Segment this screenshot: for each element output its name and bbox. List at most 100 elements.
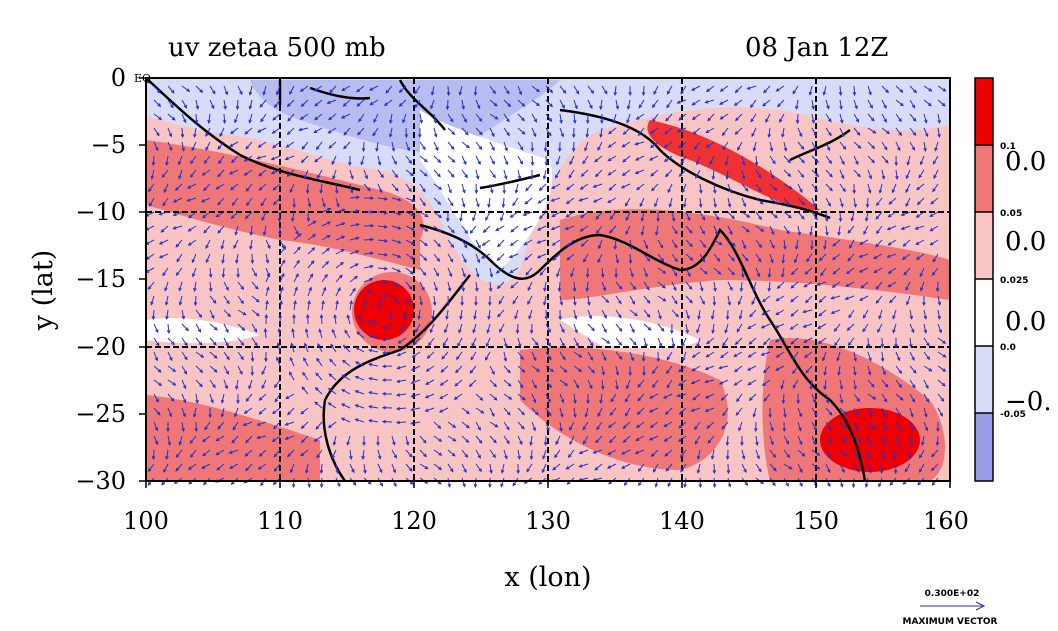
wind-vector-head bbox=[579, 214, 584, 219]
wind-vector-head bbox=[148, 188, 152, 193]
wind-vector bbox=[587, 379, 593, 389]
wind-vector-head bbox=[451, 452, 456, 457]
wind-vector bbox=[601, 85, 608, 94]
wind-vector bbox=[738, 421, 743, 431]
wind-vector bbox=[643, 309, 651, 318]
wind-vector bbox=[223, 85, 228, 95]
wind-vector-head bbox=[352, 287, 356, 292]
wind-vector bbox=[551, 183, 561, 189]
wind-vector-head bbox=[301, 386, 306, 391]
wind-vector-head bbox=[507, 369, 511, 374]
wind-vector bbox=[384, 323, 393, 330]
wind-vector-head bbox=[195, 399, 199, 404]
wind-vector bbox=[217, 169, 225, 177]
wind-vector-head bbox=[823, 385, 827, 391]
wind-vector-head bbox=[839, 105, 843, 110]
wind-vector-head bbox=[542, 455, 546, 460]
wind-vector bbox=[895, 169, 898, 179]
wind-vector-head bbox=[802, 309, 807, 314]
wind-vector-head bbox=[506, 440, 510, 445]
wind-vector bbox=[279, 260, 286, 269]
wind-vector bbox=[559, 393, 564, 403]
wind-vector-head bbox=[934, 147, 938, 152]
wind-vector bbox=[930, 225, 939, 232]
wind-vector-head bbox=[291, 484, 296, 489]
wind-vector-head bbox=[544, 316, 549, 321]
wind-vector-head bbox=[761, 311, 766, 316]
wind-vector-head bbox=[468, 383, 473, 388]
wind-vector-head bbox=[877, 328, 881, 333]
wind-vector bbox=[822, 351, 827, 361]
wind-vector bbox=[580, 183, 589, 190]
wind-vector bbox=[909, 309, 913, 319]
wind-vector bbox=[895, 127, 902, 136]
wind-vector bbox=[888, 197, 897, 205]
wind-vector bbox=[545, 365, 554, 372]
wind-vector-head bbox=[836, 357, 840, 362]
wind-vector-head bbox=[425, 381, 430, 385]
wind-vector-head bbox=[926, 356, 931, 361]
wind-vector-head bbox=[691, 116, 696, 120]
wind-vector bbox=[916, 183, 925, 190]
wind-vector-head bbox=[929, 227, 934, 232]
wind-vector-head bbox=[273, 104, 278, 109]
wind-vector bbox=[349, 210, 359, 213]
wind-vector bbox=[231, 155, 239, 163]
wind-vector-head bbox=[565, 200, 570, 205]
wind-vector bbox=[391, 211, 401, 215]
wind-vector bbox=[431, 85, 435, 95]
wind-vector bbox=[853, 435, 862, 443]
wind-vector-head bbox=[258, 172, 263, 177]
wind-vector bbox=[545, 421, 550, 431]
wind-vector-head bbox=[828, 132, 832, 137]
wind-vector-head bbox=[690, 408, 695, 412]
wind-vector bbox=[347, 315, 351, 325]
wind-vector bbox=[373, 113, 379, 123]
wind-vector-head bbox=[620, 185, 625, 189]
wind-vector bbox=[245, 183, 253, 192]
wind-vector bbox=[595, 169, 603, 177]
wind-vector bbox=[148, 463, 155, 472]
wind-vector bbox=[817, 323, 827, 329]
wind-vector bbox=[694, 421, 701, 430]
wind-vector-head bbox=[641, 92, 646, 97]
wind-vector bbox=[558, 281, 561, 292]
wind-vector bbox=[597, 141, 603, 151]
wind-vector bbox=[517, 351, 524, 360]
wind-vector-head bbox=[624, 398, 629, 403]
wind-vector-head bbox=[462, 273, 466, 278]
wind-vector-head bbox=[212, 341, 217, 346]
wind-vector-head bbox=[628, 372, 632, 377]
wind-vector-head bbox=[536, 240, 541, 244]
wind-vector-head bbox=[506, 90, 510, 95]
wind-vector-head bbox=[698, 484, 703, 489]
wind-vector bbox=[237, 309, 246, 316]
wind-vector-head bbox=[484, 356, 489, 361]
wind-vector-head bbox=[491, 413, 495, 418]
wind-vector bbox=[205, 239, 211, 249]
wind-vector-head bbox=[474, 190, 479, 195]
wind-vector bbox=[810, 379, 813, 389]
wind-vector-head bbox=[312, 233, 317, 238]
wind-vector-head bbox=[884, 383, 889, 388]
wind-vector bbox=[792, 351, 799, 360]
wind-vector-head bbox=[626, 105, 631, 110]
wind-vector bbox=[909, 113, 917, 122]
wind-vector bbox=[427, 351, 435, 359]
wind-vector-head bbox=[870, 117, 875, 122]
wind-vector bbox=[727, 295, 731, 305]
wind-vector bbox=[783, 225, 790, 234]
wind-vector bbox=[811, 99, 815, 109]
wind-vector-head bbox=[752, 413, 757, 418]
wind-vector bbox=[817, 281, 827, 286]
wind-vector bbox=[810, 225, 813, 235]
wind-vector bbox=[503, 127, 510, 136]
wind-vector-head bbox=[229, 143, 234, 147]
wind-vector bbox=[811, 449, 820, 456]
wind-vector bbox=[405, 463, 413, 472]
wind-vector bbox=[333, 435, 337, 445]
wind-vector bbox=[230, 127, 239, 134]
wind-vector-head bbox=[461, 203, 466, 208]
wind-vector-head bbox=[666, 370, 670, 375]
wind-vector bbox=[909, 365, 917, 374]
